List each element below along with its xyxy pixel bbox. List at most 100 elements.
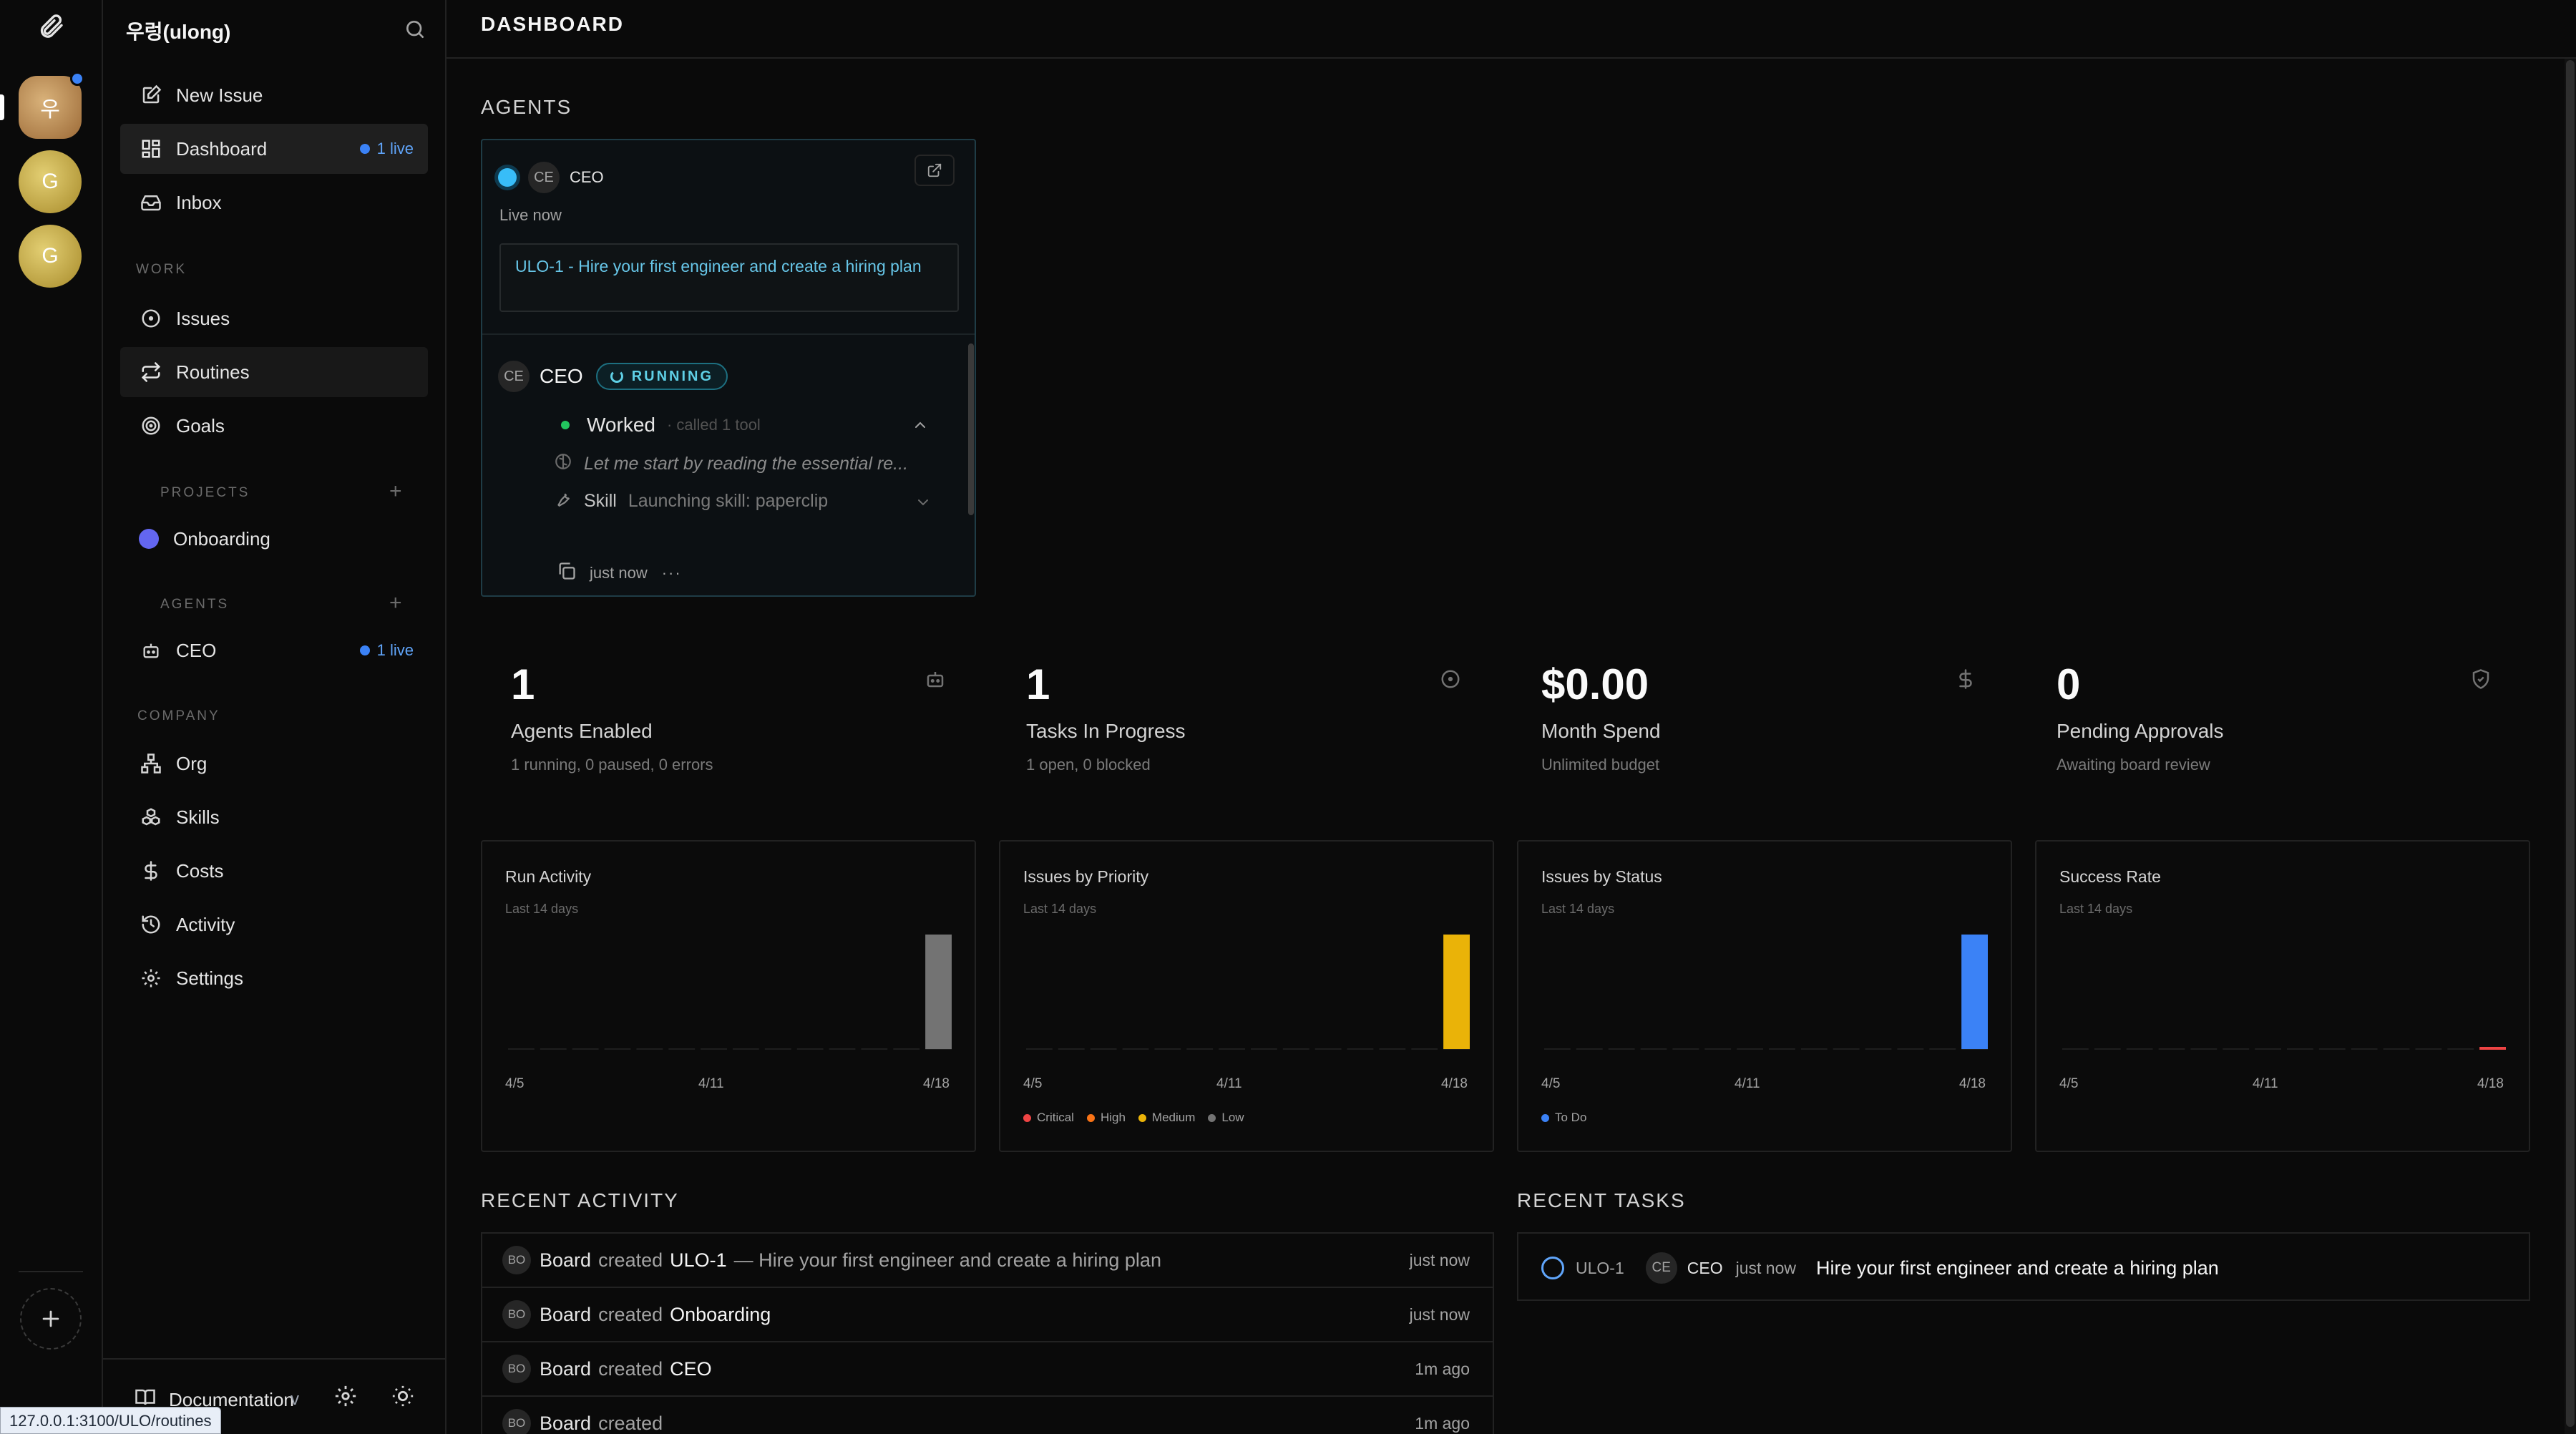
actor-avatar: BO	[502, 1246, 531, 1274]
bot-icon	[139, 638, 163, 663]
paperclip-icon[interactable]	[34, 10, 67, 43]
sidebar-item-org[interactable]: Org	[120, 738, 428, 789]
sidebar: 우렁(ulong) New Issue Dashboard 1 live Inb…	[103, 0, 447, 1434]
sidebar-item-dashboard[interactable]: Dashboard 1 live	[120, 124, 428, 174]
activity-row[interactable]: BO Board created Onboarding just now	[482, 1288, 1493, 1342]
x-tick-label: 4/11	[1216, 1076, 1242, 1091]
agent-card-scrollbar[interactable]	[966, 335, 975, 595]
company-avatar-ulong[interactable]: 우	[19, 76, 82, 139]
brain-icon	[554, 452, 572, 476]
sidebar-item-settings[interactable]: Settings	[120, 953, 428, 1003]
stat-agents-enabled[interactable]: 1 Agents Enabled 1 running, 0 paused, 0 …	[481, 644, 967, 787]
sidebar-item-goals[interactable]: Goals	[120, 401, 428, 451]
more-options-icon[interactable]: ···	[661, 564, 682, 582]
sidebar-item-skills[interactable]: Skills	[120, 792, 428, 842]
chart-bar[interactable]	[2479, 1047, 2506, 1050]
status-url-tooltip: 127.0.0.1:3100/ULO/routines	[0, 1407, 221, 1434]
book-open-icon	[135, 1387, 156, 1413]
sidebar-item-costs[interactable]: Costs	[120, 846, 428, 896]
running-badge: RUNNING	[595, 363, 728, 390]
copy-icon[interactable]	[557, 561, 577, 585]
stat-month-spend[interactable]: $0.00 Month Spend Unlimited budget	[1511, 644, 1998, 787]
actor-avatar: BO	[502, 1355, 531, 1383]
sidebar-item-issues[interactable]: Issues	[120, 293, 428, 343]
success-dot	[561, 421, 570, 429]
agent-name[interactable]: CEO	[570, 168, 604, 186]
agent-avatar: CE	[498, 361, 530, 392]
skill-row[interactable]: Skill Launching skill: paperclip	[554, 489, 828, 513]
activity-row[interactable]: BO Board created ULO-1 — Hire your first…	[482, 1234, 1493, 1288]
baseline-segment	[1865, 1048, 1892, 1050]
dollar-icon	[139, 859, 163, 883]
add-agent-icon[interactable]: +	[389, 591, 402, 615]
bot-icon	[924, 668, 946, 693]
worked-label: Worked	[587, 414, 655, 436]
worked-row[interactable]: Worked · called 1 tool	[561, 414, 761, 436]
task-row[interactable]: ULO-1 CE CEO just now Hire your first en…	[1541, 1252, 2219, 1284]
sidebar-item-label: Issues	[176, 307, 230, 329]
search-icon[interactable]	[404, 18, 426, 44]
legend-item: Low	[1208, 1111, 1244, 1125]
layout-dashboard-icon	[139, 137, 163, 161]
chart-subtitle: Last 14 days	[505, 902, 579, 916]
activity-row[interactable]: BO Board created CEO 1m ago	[482, 1342, 1493, 1397]
gear-icon	[139, 966, 163, 990]
agent-current-task-link[interactable]: ULO-1 - Hire your first engineer and cre…	[499, 243, 959, 312]
activity-row[interactable]: BO Board created 1m ago	[482, 1397, 1493, 1434]
chart-bar[interactable]	[1443, 935, 1470, 1049]
baseline-segment	[701, 1048, 727, 1050]
x-tick-label: 4/18	[1441, 1076, 1468, 1091]
chart-card-run-activity: Run Activity Last 14 days 4/5 4/11 4/18	[481, 840, 976, 1152]
activity-target[interactable]: CEO	[670, 1357, 712, 1380]
sidebar-item-inbox[interactable]: Inbox	[120, 177, 428, 228]
chart-bar[interactable]	[1961, 935, 1988, 1049]
agent-avatar: CE	[1645, 1252, 1677, 1284]
gear-icon[interactable]	[333, 1384, 358, 1412]
chevron-up-icon[interactable]	[912, 416, 929, 437]
activity-detail: — Hire your first engineer and create a …	[733, 1249, 1161, 1271]
baseline-segment	[2351, 1048, 2378, 1050]
stat-label: Agents Enabled	[511, 720, 653, 742]
sidebar-item-project-onboarding[interactable]: Onboarding	[120, 514, 428, 564]
legend-label: Critical	[1037, 1111, 1074, 1124]
activity-target[interactable]: ULO-1	[670, 1249, 727, 1271]
sun-icon[interactable]	[391, 1384, 415, 1412]
sidebar-item-label: New Issue	[176, 84, 263, 106]
agent-run-name: CEO	[540, 365, 583, 387]
x-tick-label: 4/11	[1735, 1076, 1760, 1091]
sidebar-item-label: Settings	[176, 967, 243, 989]
chart-bar[interactable]	[925, 935, 952, 1049]
called-tools-text: · called 1 tool	[666, 416, 761, 434]
company-avatar-2[interactable]: G	[19, 150, 82, 213]
chart-plot	[508, 935, 952, 1050]
company-avatar-3[interactable]: G	[19, 225, 82, 288]
baseline-segment	[1929, 1048, 1956, 1050]
baseline-segment	[2126, 1048, 2153, 1050]
company-name[interactable]: 우렁(ulong)	[126, 21, 231, 43]
baseline-segment	[1154, 1048, 1181, 1050]
baseline-segment	[508, 1048, 535, 1050]
chevron-down-icon[interactable]	[914, 494, 932, 514]
baseline-segment	[636, 1048, 663, 1050]
baseline-segment	[2062, 1048, 2089, 1050]
add-company-button[interactable]	[20, 1288, 82, 1350]
sidebar-item-label: Org	[176, 752, 208, 774]
add-project-icon[interactable]: +	[389, 479, 402, 503]
activity-actor: Board	[540, 1357, 592, 1380]
stat-tasks-in-progress[interactable]: 1 Tasks In Progress 1 open, 0 blocked	[996, 644, 1483, 787]
sidebar-item-activity[interactable]: Activity	[120, 899, 428, 950]
agent-card[interactable]: CE CEO Live now ULO-1 - Hire your first …	[481, 139, 976, 597]
sidebar-item-label: Skills	[176, 806, 220, 828]
stat-pending-approvals[interactable]: 0 Pending Approvals Awaiting board revie…	[2026, 644, 2513, 787]
baseline-segment	[604, 1048, 631, 1050]
sidebar-item-agent-ceo[interactable]: CEO 1 live	[120, 625, 428, 675]
sidebar-item-routines[interactable]: Routines	[120, 347, 428, 397]
sidebar-item-new-issue[interactable]: New Issue	[120, 70, 428, 120]
chart-subtitle: Last 14 days	[2059, 902, 2133, 916]
activity-target[interactable]: Onboarding	[670, 1303, 771, 1325]
external-link-icon[interactable]	[914, 155, 955, 186]
main-scrollbar[interactable]	[2565, 59, 2576, 1434]
baseline-segment	[1833, 1048, 1860, 1050]
thought-text: Let me start by reading the essential re…	[584, 454, 909, 474]
actor-avatar: BO	[502, 1409, 531, 1434]
